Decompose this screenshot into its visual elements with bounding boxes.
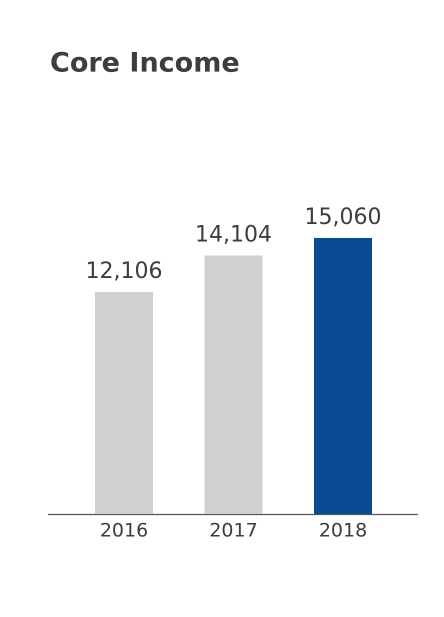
bar xyxy=(314,237,372,514)
x-tick-label: 2016 xyxy=(100,520,148,542)
x-tick-label: 2017 xyxy=(209,520,257,542)
bar xyxy=(204,255,263,514)
value-label: 12,106 xyxy=(86,259,163,284)
value-label: 14,104 xyxy=(195,222,272,247)
x-tick-label: 2018 xyxy=(319,520,367,542)
chart-title: Core Income xyxy=(50,48,240,79)
value-label: 15,060 xyxy=(305,205,382,230)
bar xyxy=(95,292,153,514)
